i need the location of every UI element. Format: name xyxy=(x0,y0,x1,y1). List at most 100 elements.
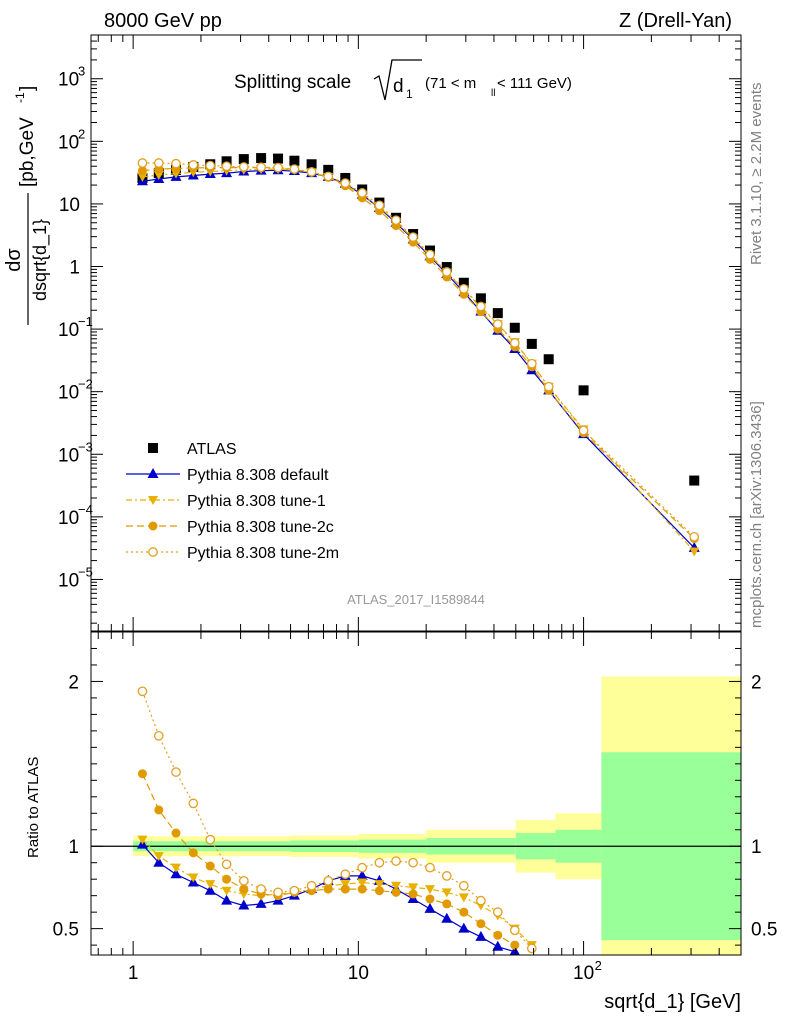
ratio-point-pythia-8-308-tune-2c xyxy=(425,894,435,904)
data-point-pythia-8-308-tune-2m xyxy=(492,319,503,329)
ratio-point-pythia-8-308-tune-2m xyxy=(273,887,283,898)
legend-marker xyxy=(148,547,158,557)
data-point-pythia-8-308-tune-2c xyxy=(137,166,147,176)
ratio-point-pythia-8-308-default xyxy=(509,945,520,955)
ratio-point-pythia-8-308-tune-2c xyxy=(205,861,215,871)
plot-title-var: d xyxy=(393,76,404,97)
data-point-pythia-8-308-tune-2m xyxy=(289,164,300,174)
y-label-unit-sup: -1 xyxy=(13,92,27,103)
data-point-atlas xyxy=(323,164,334,175)
data-point-atlas xyxy=(543,354,554,365)
legend-label: Pythia 8.308 tune-2c xyxy=(187,519,334,536)
ratio-point-pythia-8-308-tune-2c xyxy=(374,886,384,896)
legend-entry-pythia-8-308-tune-2c: Pythia 8.308 tune-2c xyxy=(126,519,334,536)
data-point-pythia-8-308-tune-2m xyxy=(408,232,418,242)
ratio-point-pythia-8-308-tune-2m xyxy=(289,885,300,896)
data-point-pythia-8-308-tune-2m xyxy=(273,162,283,173)
ratio-point-pythia-8-308-tune-2m xyxy=(408,857,418,868)
ratio-point-pythia-8-308-tune-2m xyxy=(340,869,351,880)
ratio-point-pythia-8-308-tune-2c xyxy=(239,884,249,894)
data-point-atlas xyxy=(273,153,284,164)
sqrt-sign-icon xyxy=(373,59,422,101)
ratio-point-pythia-8-308-tune-1 xyxy=(357,878,368,888)
ratio-point-pythia-8-308-default xyxy=(153,856,165,867)
ratio-frame xyxy=(90,631,742,956)
ratio-point-pythia-8-308-default xyxy=(492,940,504,951)
data-point-pythia-8-308-tune-2m xyxy=(238,162,249,172)
y-tick-label-exp: 3 xyxy=(78,64,85,79)
data-point-atlas xyxy=(306,159,317,170)
ratio-point-pythia-8-308-tune-1 xyxy=(153,852,164,862)
data-point-pythia-8-308-tune-2m xyxy=(306,167,317,177)
legend-label: ATLAS xyxy=(187,441,237,458)
y-tick-label: 10 xyxy=(58,70,79,91)
plot-title-cut-end: < 111 GeV) xyxy=(497,75,572,92)
ratio-point-pythia-8-308-tune-1 xyxy=(391,881,402,891)
data-point-pythia-8-308-tune-2m xyxy=(188,160,199,170)
legend-marker xyxy=(148,443,158,453)
ratio-point-pythia-8-308-tune-1 xyxy=(424,885,435,895)
series-pythia-8-308-tune-2m xyxy=(137,158,700,542)
ratio-point-pythia-8-308-tune-2m xyxy=(256,884,266,894)
ratio-point-pythia-8-308-tune-2c xyxy=(408,889,418,899)
data-point-pythia-8-308-tune-1 xyxy=(137,172,148,182)
series-atlas xyxy=(137,153,700,486)
ratio-point-pythia-8-308-tune-2m xyxy=(238,875,249,886)
data-point-atlas xyxy=(526,338,537,349)
ratio-point-pythia-8-308-tune-2m xyxy=(221,859,232,870)
ratio-point-pythia-8-308-tune-2m xyxy=(425,862,435,873)
data-point-pythia-8-308-tune-2m xyxy=(221,161,232,172)
data-point-atlas xyxy=(238,154,249,165)
data-point-pythia-8-308-tune-2m xyxy=(340,178,351,188)
y-tick-label: 10 xyxy=(58,132,79,153)
data-point-pythia-8-308-tune-2m xyxy=(458,283,469,294)
data-point-atlas xyxy=(475,293,486,304)
data-point-pythia-8-308-tune-2m xyxy=(543,381,554,392)
ratio-point-pythia-8-308-tune-2m xyxy=(374,857,385,868)
legend-label: Pythia 8.308 tune-2m xyxy=(187,545,339,562)
data-point-atlas xyxy=(492,308,503,319)
y-tick-label-exp: −5 xyxy=(78,564,93,579)
ratio-point-pythia-8-308-tune-2m xyxy=(391,856,401,866)
legend-entry-pythia-8-308-tune-1: Pythia 8.308 tune-1 xyxy=(126,493,326,510)
y-tick-label-exp: −1 xyxy=(78,314,93,329)
ratio-point-pythia-8-308-default xyxy=(458,922,470,933)
x-axis-label: sqrt{d_1} [GeV] xyxy=(604,991,741,1013)
data-point-pythia-8-308-tune-1 xyxy=(153,170,164,180)
legend-label: Pythia 8.308 tune-1 xyxy=(187,493,326,510)
x-tick-label: 10 xyxy=(348,963,369,984)
mcplots-label: mcplots.cern.ch [arXiv:1306.3436] xyxy=(748,401,765,628)
ratio-tick-label: 2 xyxy=(68,672,79,693)
data-point-pythia-8-308-tune-2m xyxy=(323,171,334,182)
data-point-atlas xyxy=(221,156,232,167)
plot-title: Splitting scale d 1 (71 < m ll < 111 GeV… xyxy=(234,59,572,101)
ratio-point-pythia-8-308-tune-2c xyxy=(476,919,486,929)
data-point-atlas xyxy=(689,475,700,486)
ratio-point-pythia-8-308-tune-2c xyxy=(323,884,333,894)
ratio-point-pythia-8-308-tune-2c xyxy=(137,769,147,779)
y-tick-label-exp: −4 xyxy=(78,502,93,517)
ratio-point-pythia-8-308-tune-1 xyxy=(137,835,148,845)
plot-title-var-sub: 1 xyxy=(406,87,413,101)
data-point-pythia-8-308-tune-2m xyxy=(256,162,266,173)
data-point-pythia-8-308-tune-2m xyxy=(137,158,148,168)
data-point-pythia-8-308-tune-2m xyxy=(689,531,700,542)
ratio-point-pythia-8-308-tune-2c xyxy=(222,874,232,884)
ratio-point-pythia-8-308-tune-2m xyxy=(188,798,199,809)
ratio-point-pythia-8-308-tune-2c xyxy=(340,884,350,894)
y-label-num: dσ xyxy=(3,248,25,272)
ratio-point-pythia-8-308-default xyxy=(356,869,368,880)
ratio-tick-label-right: 0.5 xyxy=(751,920,777,941)
rivet-label: Rivet 3.1.10, ≥ 2.2M events xyxy=(748,83,765,266)
y-label-den: dsqrt{d_1} xyxy=(30,219,51,301)
plot-title-main: Splitting scale xyxy=(234,72,351,93)
ratio-point-pythia-8-308-tune-2m xyxy=(492,907,503,918)
ratio-point-pythia-8-308-tune-1 xyxy=(171,863,182,873)
ratio-point-pythia-8-308-tune-2c xyxy=(510,940,520,950)
ratio-point-pythia-8-308-tune-2c xyxy=(459,907,469,917)
ratio-point-pythia-8-308-default xyxy=(475,930,487,941)
ratio-point-pythia-8-308-tune-1 xyxy=(374,880,385,890)
data-point-pythia-8-308-tune-2m xyxy=(391,215,401,226)
series-pythia-8-308-tune-2c xyxy=(137,163,699,544)
